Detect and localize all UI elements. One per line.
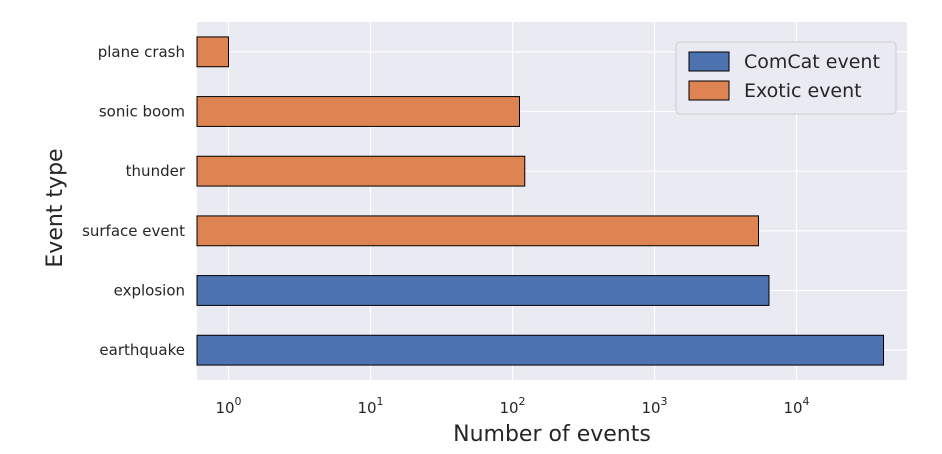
y-tick-label: explosion: [114, 282, 185, 300]
bar-plane-crash: [196, 36, 230, 68]
bar-explosion: [196, 275, 770, 306]
y-tick-label: earthquake: [99, 341, 185, 359]
x-tick-label: 101: [357, 395, 383, 417]
x-tick-labels: 100 101 102 103 104: [215, 395, 809, 417]
x-axis-title: Number of events: [453, 422, 651, 447]
legend-box: [675, 41, 897, 115]
x-tick-label: 104: [783, 395, 809, 417]
legend-label: ComCat event: [744, 51, 880, 73]
y-tick-label: plane crash: [98, 43, 185, 61]
bars: [196, 36, 885, 366]
bar-sonic-boom: [196, 96, 520, 127]
y-axis-title: Event type: [43, 148, 68, 267]
x-tick-label: 103: [641, 395, 667, 417]
legend-swatch: [688, 51, 730, 72]
legend-label: Exotic event: [744, 80, 862, 102]
x-tick-label: 100: [215, 395, 241, 417]
bar-earthquake: [196, 334, 885, 366]
legend-swatch: [688, 80, 730, 101]
bar-thunder: [196, 155, 526, 187]
y-tick-label: surface event: [82, 222, 185, 240]
x-tick-label: 102: [499, 395, 525, 417]
bar-surface-event: [196, 215, 760, 247]
legend: ComCat event Exotic event: [675, 41, 897, 115]
y-tick-label: thunder: [126, 162, 186, 180]
y-tick-label: sonic boom: [99, 103, 185, 121]
y-tick-labels: plane crash sonic boom thunder surface even…: [82, 43, 186, 359]
